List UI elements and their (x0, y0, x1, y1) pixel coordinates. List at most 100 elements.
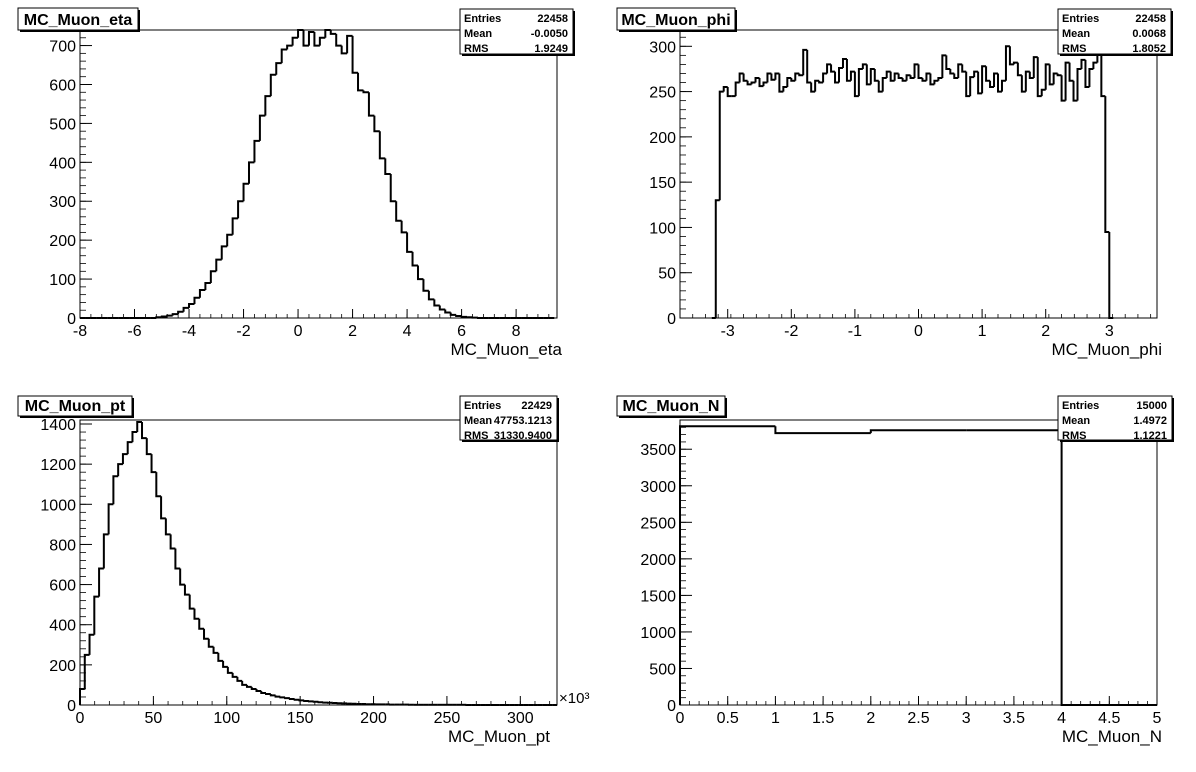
y-tick-label: 100 (49, 272, 76, 289)
x-axis-label: MC_Muon_phi (1051, 340, 1162, 359)
histogram-bin (284, 697, 290, 700)
histogram-bin (945, 55, 951, 70)
histogram-bin (155, 316, 162, 319)
histogram-bin (455, 314, 462, 318)
histogram-bin (909, 75, 915, 79)
histogram-bin (288, 697, 295, 700)
histogram-bin (754, 77, 760, 83)
histogram-bin (806, 49, 812, 84)
histogram-bin (790, 78, 796, 82)
histogram-bin (1068, 62, 1074, 82)
histogram-bin (351, 35, 359, 74)
histogram-bin (136, 421, 143, 433)
histogram-bin (869, 67, 875, 85)
histogram-bin (88, 633, 95, 655)
y-tick-label: 600 (49, 578, 76, 595)
histogram-bin (1056, 73, 1062, 77)
histogram-bin (275, 62, 282, 75)
histogram-bin (460, 315, 468, 318)
histogram-bin (107, 503, 114, 535)
histogram-bin (155, 472, 162, 498)
chart-panel-mc-muon-pt: 0 50 100 150 200 250 300 0 200 400 600 800 1000 1200 1… (17, 395, 589, 746)
x-tick-label: -8 (73, 323, 87, 340)
histogram-bin (174, 548, 181, 570)
stats-label-mean: Mean (1062, 28, 1090, 40)
histogram-bin (203, 628, 209, 640)
y-tick-label: 150 (649, 175, 676, 192)
chart-panel-mc-muon-eta: -8 -6 -4 -2 0 2 4 6 8 0 100 200 300 400 500 600 700 MC_Mu… (17, 7, 575, 359)
histogram-bin (977, 71, 983, 95)
x-tick-label: -4 (182, 323, 196, 340)
x-tick-label: 2 (1041, 323, 1050, 340)
stats-box (459, 8, 574, 55)
histogram-bin (1108, 231, 1114, 319)
x-tick-label: 300 (507, 710, 534, 727)
histogram-bin (220, 245, 228, 260)
histogram-bin (1060, 75, 1066, 102)
histogram-bin (818, 80, 824, 84)
histogram-bin (734, 81, 740, 97)
y-tick-label: 1000 (640, 625, 676, 642)
stats-box (459, 395, 558, 441)
histogram-bin (416, 265, 424, 281)
y-tick-label: 1400 (40, 417, 76, 434)
histogram-bin (269, 693, 276, 697)
histogram-bin (726, 87, 732, 98)
histogram-bin (212, 646, 219, 654)
x-tick-label: 0 (676, 710, 685, 727)
y-tick-label: 0 (67, 311, 76, 328)
histogram-bin (905, 74, 911, 81)
histogram-bin (112, 475, 119, 505)
histogram-bin (217, 652, 224, 662)
histogram-bin (973, 70, 979, 78)
histogram-bin (857, 67, 863, 97)
histogram-bin (997, 73, 1002, 93)
x-axis-label: MC_Muon_eta (450, 340, 562, 359)
histogram-bin (798, 73, 804, 77)
histogram-bin (1032, 56, 1038, 78)
histogram-bin (438, 305, 446, 311)
y-tick-label: 500 (649, 661, 676, 678)
histogram-bin (258, 114, 266, 141)
stats-label-entries: Entries (1062, 13, 1099, 25)
histogram-bin (861, 63, 867, 69)
histogram-bin (171, 313, 179, 316)
histogram-bin (433, 299, 440, 307)
histogram-bin (1044, 63, 1050, 90)
histogram-bin (762, 81, 768, 87)
x-tick-label: 1 (978, 323, 987, 340)
x-tick-label: 0 (294, 323, 303, 340)
histogram-bin (933, 79, 939, 85)
histogram-bin (985, 66, 991, 82)
histogram-bin (102, 533, 109, 569)
y-tick-label: 3500 (640, 442, 676, 459)
stats-label-rms: RMS (1062, 430, 1086, 442)
histogram-bin (269, 73, 277, 97)
y-tick-label: 2000 (640, 552, 676, 569)
histogram-bin (881, 77, 887, 92)
title-box (616, 7, 736, 31)
histogram-bin (245, 684, 252, 688)
x-tick-label: 0 (914, 323, 923, 340)
stats-label-entries: Entries (464, 400, 501, 412)
title-box (616, 395, 726, 417)
y-tick-label: 400 (49, 155, 76, 172)
histogram-bin (778, 73, 784, 93)
plot-frame (79, 29, 558, 319)
histogram-bin (215, 258, 222, 272)
histogram-bin (722, 86, 728, 92)
histogram-bin (384, 158, 391, 175)
histogram-bin (378, 131, 386, 160)
histogram-bin (150, 454, 157, 474)
histogram-bin (814, 79, 820, 92)
stats-label-rms: RMS (464, 430, 488, 442)
chart-panel-mc-muon-n: 0 0.5 1 1.5 2 2.5 3 3.5 4 4.5 5 0 500 1000 1500 2000 250… (616, 395, 1174, 746)
x-tick-label: 2.5 (907, 710, 929, 727)
histogram-bin (406, 232, 413, 253)
x-tick-label: 3.5 (1003, 710, 1025, 727)
histogram-bin (718, 90, 724, 201)
plot-frame (679, 419, 1158, 706)
y-tick-label: 200 (49, 658, 76, 675)
histogram-bin (738, 72, 744, 83)
y-tick-label: 600 (49, 77, 76, 94)
